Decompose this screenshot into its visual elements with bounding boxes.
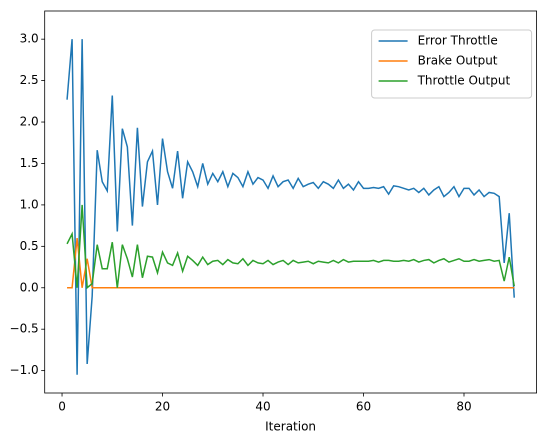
legend-box	[371, 29, 533, 99]
y-tick-label: 3.0	[20, 32, 39, 46]
data-line	[66, 204, 515, 290]
y-tick-label: 1.5	[20, 156, 39, 170]
legend-label: Throttle Output	[417, 74, 511, 88]
legend-label: Error Throttle	[418, 34, 498, 48]
data-line	[66, 39, 515, 375]
x-tick-label: 40	[255, 400, 270, 414]
legend-label: Brake Output	[418, 54, 498, 68]
y-tick-label: 1.0	[20, 197, 39, 211]
y-tick-label: 0.5	[20, 239, 39, 253]
y-tick-label: −1.0	[10, 363, 39, 377]
x-tick-label: 0	[58, 400, 66, 414]
plot-frame	[44, 10, 537, 394]
x-axis-label: Iteration	[265, 420, 316, 434]
x-tick-label: 60	[356, 400, 371, 414]
y-tick-label: 0.0	[20, 280, 39, 294]
y-tick-label: 2.0	[20, 115, 39, 129]
y-tick-label: −0.5	[10, 322, 39, 336]
data-line	[67, 237, 515, 289]
x-tick-label: 20	[155, 400, 170, 414]
x-tick-label: 80	[456, 400, 471, 414]
y-tick-label: 2.5	[20, 73, 39, 87]
